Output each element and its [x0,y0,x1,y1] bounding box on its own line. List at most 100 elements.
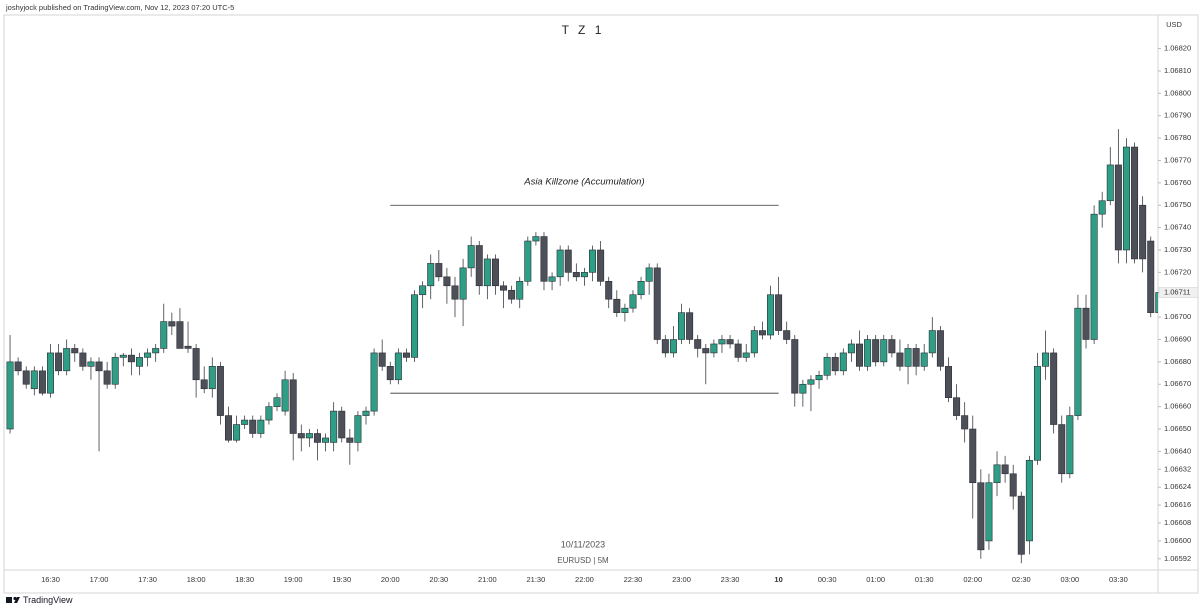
candle-body [1114,164,1122,251]
candle-body [750,330,758,354]
candle-body [928,330,936,354]
candle-body [346,437,354,443]
candle-body [273,397,281,407]
candle-body [281,379,289,412]
candle-body [1147,240,1155,313]
candle-body [1082,307,1090,340]
y-tick-label: 1.06670 [1164,379,1191,388]
y-tick-label: 1.06660 [1164,402,1191,411]
candle-body [605,281,613,300]
candle-body [483,258,491,287]
candle-body [224,415,232,441]
candle-body [6,361,14,430]
candle-body [30,370,38,390]
candle-body [297,433,305,439]
y-tick-label: 1.06616 [1164,500,1191,509]
x-tick-label: 03:30 [1109,575,1128,584]
candle-body [386,366,394,381]
candle-body [1042,352,1050,367]
candle-body [370,352,378,412]
candle-body [184,345,192,349]
candle-body [411,294,419,358]
candle-body [864,339,872,367]
x-tick-label: 20:30 [429,575,448,584]
candle-body [734,343,742,358]
candle-body [718,339,726,345]
x-tick-label: 02:00 [963,575,982,584]
y-tick-label: 1.06810 [1164,66,1191,75]
candle-body [661,339,669,354]
candle-body [55,352,63,372]
candle-body [208,366,216,390]
y-tick-label: 1.06720 [1164,267,1191,276]
y-tick-label: 1.06730 [1164,245,1191,254]
zone-label: Asia Killzone (Accumulation) [523,177,644,188]
candle-body [702,348,710,354]
candle-body [839,352,847,372]
x-tick-label: 22:30 [624,575,643,584]
candle-body [1017,495,1025,555]
candle-body [87,361,95,367]
candle-body [71,348,79,354]
candle-body [977,482,985,551]
candle-body [1098,200,1106,215]
candle-body [419,285,427,296]
y-tick-label: 1.06690 [1164,334,1191,343]
candle-body [22,370,30,385]
chart-title: T Z 1 [562,23,605,37]
candle-body [152,348,160,354]
candle-body [540,236,548,282]
candle-body [855,343,863,367]
candle-body [103,370,111,385]
x-tick-label: 19:30 [332,575,351,584]
candle-body [233,424,241,441]
candle-body [1106,164,1114,202]
candle-body [783,330,791,340]
candle-body [613,298,621,313]
candle-body [500,285,508,291]
candle-body [637,281,645,296]
y-tick-label: 1.06800 [1164,88,1191,97]
candle-body [742,352,750,358]
candle-body [257,419,265,434]
candle-body [597,249,605,282]
candle-body [1155,292,1158,313]
currency-label: USD [1166,20,1182,29]
candle-body [322,437,330,443]
candle-body [160,321,168,349]
x-tick-label: 21:30 [527,575,546,584]
x-tick-label: 17:00 [90,575,109,584]
candle-body [961,415,969,430]
candle-body [95,361,103,372]
y-tick-label: 1.06750 [1164,200,1191,209]
x-tick-label: 01:30 [915,575,934,584]
x-tick-label: 21:00 [478,575,497,584]
candle-body [629,294,637,309]
candle-body [678,312,686,340]
last-price-label: 1.06711 [1164,287,1191,296]
candle-body [1001,464,1009,475]
y-tick-label: 1.06600 [1164,536,1191,545]
candle-body [168,321,176,327]
candle-body [289,379,297,434]
candle-body [467,245,475,269]
brand-name: TradingView [23,595,73,605]
candle-body [63,348,71,372]
candle-body [953,397,961,416]
y-tick-label: 1.06632 [1164,464,1191,473]
candle-body [249,419,257,434]
candle-body [176,321,184,349]
candle-body [378,352,386,367]
candle-body [548,276,556,282]
candle-body [589,249,597,273]
candle-body [1050,352,1058,425]
candle-body [265,406,273,421]
y-tick-label: 1.06820 [1164,44,1191,53]
candle-body [775,294,783,331]
candle-body [313,433,321,443]
candle-body [920,352,928,367]
candle-body [936,330,944,367]
y-tick-label: 1.06760 [1164,178,1191,187]
candle-body [459,267,467,300]
